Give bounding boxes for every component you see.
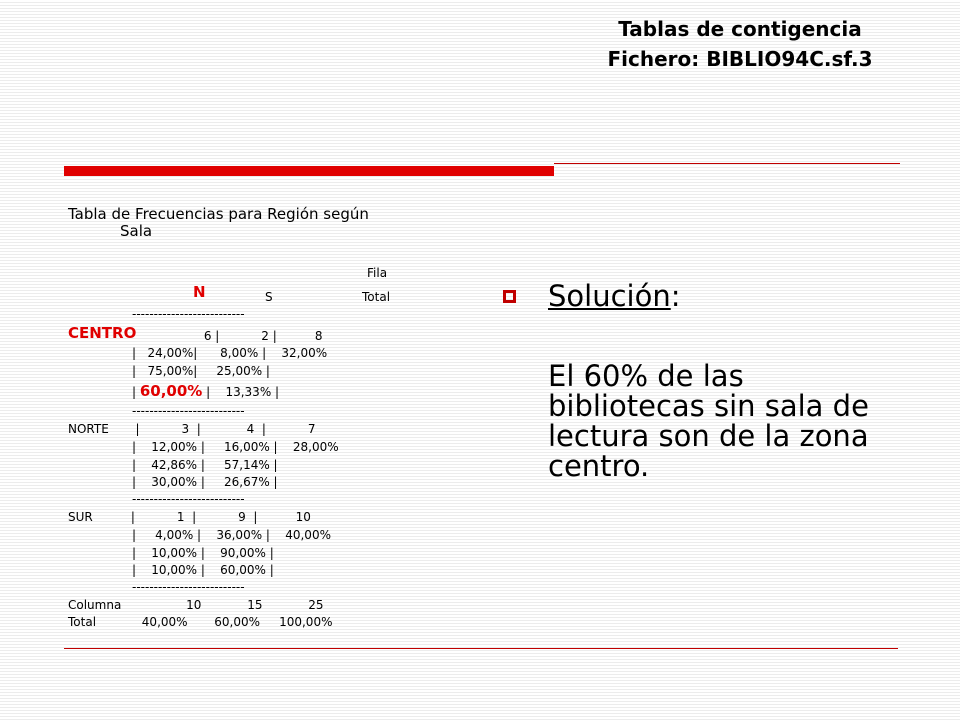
table-heading-line-2: Sala: [120, 222, 153, 240]
solution-label: Solución:: [548, 279, 681, 313]
centro-highlight-pct: 60,00%: [139, 382, 203, 400]
norte-row-pct: | 12,00% | 16,00% | 28,00%: [132, 440, 339, 454]
separator: --------------------------: [132, 580, 245, 594]
sur-line: SUR | 1 | 9 | 10: [68, 510, 311, 524]
bottom-divider: [64, 648, 898, 649]
top-divider: [554, 163, 900, 164]
solution-word: Solución: [548, 279, 671, 313]
separator: --------------------------: [132, 492, 245, 506]
table-heading: Tabla de Frecuencias para Región según S…: [68, 206, 369, 240]
sur-row-pct: | 4,00% | 36,00% | 40,00%: [132, 528, 331, 542]
square-bullet-icon: [503, 290, 516, 303]
title-line-1: Tablas de contigencia: [618, 17, 862, 41]
centro-total-pre: |: [132, 385, 140, 399]
sur-tot-pct: | 10,00% | 60,00% |: [132, 563, 274, 577]
separator: --------------------------: [132, 307, 245, 321]
red-accent-bar: [64, 166, 554, 176]
col-header-s: S: [265, 290, 273, 304]
total-line: Total 40,00% 60,00% 100,00%: [68, 615, 333, 629]
title-line-2: Fichero: BIBLIO94C.sf.3: [607, 47, 873, 71]
norte-col-pct: | 42,86% | 57,14% |: [132, 458, 278, 472]
columna-line: Columna 10 15 25: [68, 598, 324, 612]
norte-tot-pct: | 30,00% | 26,67% |: [132, 475, 278, 489]
norte-line: NORTE | 3 | 4 | 7: [68, 422, 316, 436]
separator: --------------------------: [132, 404, 245, 418]
slide-title: Tablas de contigencia Fichero: BIBLIO94C…: [400, 14, 900, 74]
col-header-total: Total: [362, 290, 391, 304]
centro-counts: 6 | 2 | 8: [200, 329, 323, 343]
row-label-centro: CENTRO: [68, 324, 137, 342]
fila-header: Fila: [367, 266, 388, 280]
centro-row-pct: | 24,00%| 8,00% | 32,00%: [132, 346, 328, 360]
centro-col-pct: | 75,00%| 25,00% |: [132, 364, 270, 378]
solution-colon: :: [670, 279, 681, 313]
table-heading-line-1: Tabla de Frecuencias para Región según: [68, 205, 369, 223]
col-header-n: N: [193, 283, 206, 301]
solution-text: El 60% de las bibliotecas sin sala de le…: [548, 359, 869, 483]
centro-total-post: | 13,33% |: [202, 385, 280, 399]
sur-col-pct: | 10,00% | 90,00% |: [132, 546, 274, 560]
centro-total-pct: | 60,00% | 13,33% |: [132, 383, 279, 401]
